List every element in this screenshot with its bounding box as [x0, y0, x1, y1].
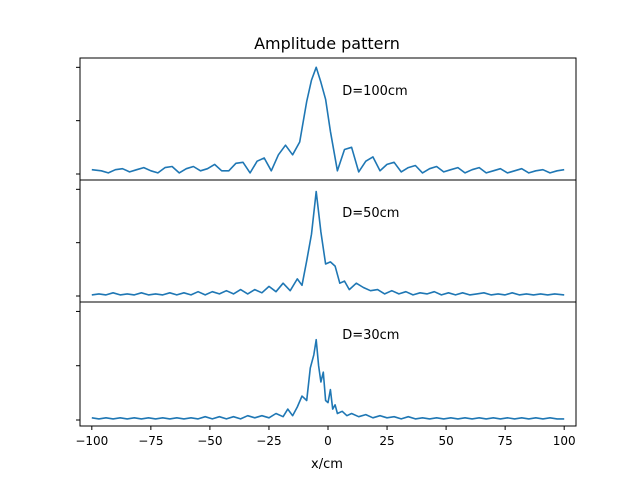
x-axis: −100 −75 −50 −25 0 25 50 75 100: [75, 426, 576, 448]
series-line-panel-3: [91, 338, 565, 420]
series-line-panel-2: [91, 190, 565, 296]
panel-annotation-3: D=30cm: [342, 328, 399, 343]
panel-2: D=50cm: [76, 179, 577, 303]
x-tick-label-6: 50: [438, 434, 453, 448]
chart-title: Amplitude pattern: [254, 34, 400, 53]
x-tick-label-0: −100: [75, 434, 108, 448]
x-tick-label-7: 75: [498, 434, 513, 448]
panel-frame-3: [79, 301, 577, 427]
panel-annotation-1: D=100cm: [342, 84, 408, 99]
x-axis-label: x/cm: [311, 457, 343, 472]
series-line-panel-1: [91, 66, 565, 174]
panel-3: D=30cm: [76, 301, 577, 427]
panels: D=100cm D=50cm D=30cm: [76, 57, 577, 427]
x-tick-label-2: −50: [197, 434, 222, 448]
x-tick-label-1: −75: [138, 434, 163, 448]
panel-annotation-2: D=50cm: [342, 206, 399, 221]
x-tick-label-5: 25: [379, 434, 394, 448]
x-tick-label-8: 100: [553, 434, 576, 448]
x-tick-label-4: 0: [324, 434, 332, 448]
panel-1: D=100cm: [76, 57, 577, 181]
panel-frame-2: [79, 179, 577, 303]
x-tick-label-3: −25: [256, 434, 281, 448]
